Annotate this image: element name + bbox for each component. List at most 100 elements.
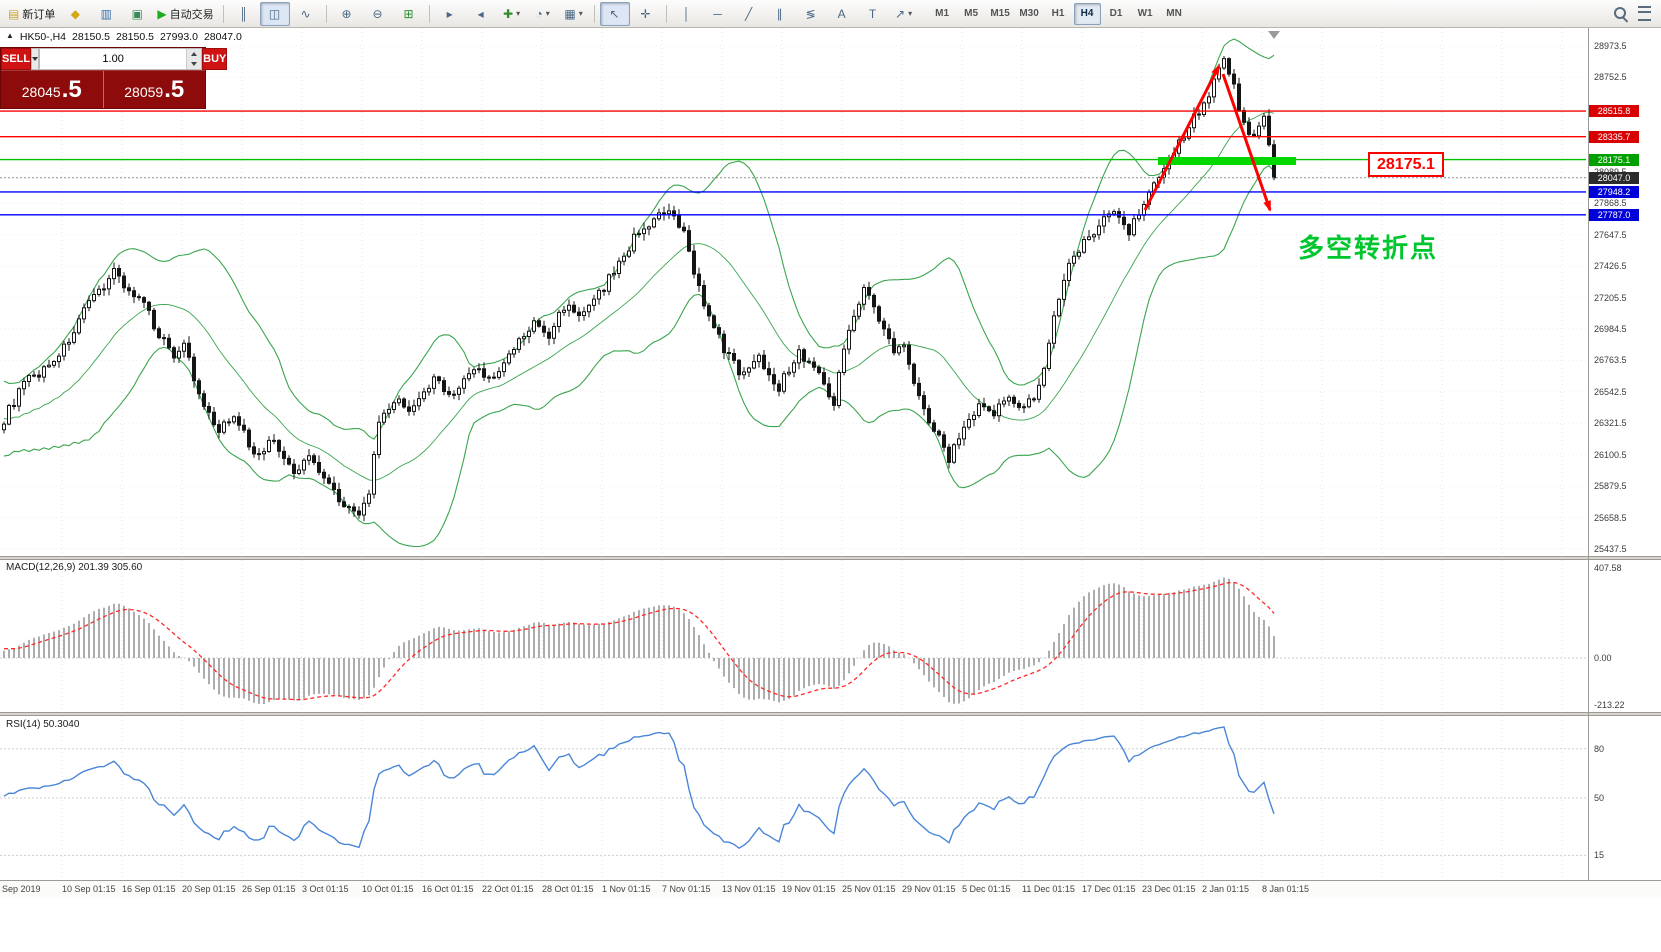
symbol-ohlc-bar: ▲ HK50-,H4 28150.5 28150.5 27993.0 28047… (6, 31, 242, 43)
templates-icon[interactable]: ▦ ▾ (559, 2, 589, 26)
search-icon[interactable] (1614, 6, 1628, 21)
turning-point-text-annotation[interactable]: 多空转折点 (1298, 233, 1439, 263)
cursor-icon[interactable]: ↖ (599, 1, 630, 26)
timeframe-w1-button[interactable]: W1 (1137, 8, 1153, 19)
toolbar-items: ▤ 新订单 ◆ ▥ ▣ ▶ 自动交易 ║ ◫ ∿ ⊕ ⊖ ⊞ ▸ ◂ ✚ ▾ ◔ ▾ ▦ ▾ ↖ ✛ │ ─ ╱ ∥ ≶ A T ↗ ▾ (4, 1, 919, 26)
symbol-marker-icon: ▲ (6, 31, 14, 40)
candles-layer (2, 56, 1276, 522)
chart-shift-icon-glyph: ◂ (477, 6, 484, 21)
price-axis-label: 27647.5 (1594, 229, 1627, 240)
auto-trading-button-label: 自动交易 (169, 8, 214, 21)
sell-price-button[interactable]: 28045 .5 (1, 71, 104, 108)
buy-price-fraction: .5 (164, 76, 185, 103)
timeframe-m30-button[interactable]: M30 (1019, 8, 1039, 19)
rsi-axis-label: 15 (1594, 850, 1605, 861)
auto-trading-button[interactable]: ▶ 自动交易 (153, 2, 217, 26)
ohlc-close: 28047.0 (203, 31, 242, 43)
price-tag: 28047.0 (1589, 171, 1639, 184)
rsi-panel-svg[interactable] (0, 716, 1588, 880)
market-watch-icon-glyph: ▣ (131, 6, 144, 21)
zoom-in-icon-glyph: ⊕ (341, 6, 352, 21)
timeframe-h4-button[interactable]: H4 (1073, 2, 1101, 25)
date-label: 2 Jan 01:15 (1202, 884, 1250, 894)
date-label: 22 Oct 01:15 (482, 884, 534, 894)
timeframe-m1-button[interactable]: M1 (935, 8, 950, 19)
arrows-icon-glyph: ↗ (895, 6, 906, 21)
date-label: 16 Sep 01:15 (122, 884, 176, 894)
cursor-icon-glyph: ↖ (609, 6, 620, 21)
lot-decrease-button[interactable] (187, 59, 202, 69)
print-icon[interactable]: ▥ (91, 2, 121, 26)
main-chart-svg[interactable] (0, 28, 1588, 556)
price-tag: 28515.8 (1589, 105, 1639, 118)
vertical-line-icon[interactable]: │ (672, 2, 702, 26)
line-chart-icon[interactable]: ∿ (291, 2, 321, 26)
chart-shift-icon[interactable]: ◂ (466, 2, 496, 26)
timeframe-d1-button[interactable]: D1 (1109, 8, 1123, 19)
arrows-icon[interactable]: ↗ ▾ (889, 2, 919, 26)
timeframe-m5-button[interactable]: M5 (964, 8, 979, 19)
tile-windows-icon-glyph: ⊞ (403, 6, 414, 21)
lot-increase-button[interactable] (187, 49, 202, 59)
buy-price-main: 28059 (124, 84, 164, 100)
periods-icon[interactable]: ◔ ▾ (528, 2, 558, 26)
timeframe-mn-button[interactable]: MN (1166, 8, 1182, 19)
chevron-down-icon: ▾ (578, 9, 583, 18)
horizontal-line-icon[interactable]: ─ (703, 2, 733, 26)
price-tag: 27787.0 (1589, 208, 1639, 221)
fibonacci-icon[interactable]: ≶ (796, 2, 826, 26)
sell-button[interactable]: SELL (1, 48, 32, 70)
order-type-dropdown[interactable] (31, 48, 40, 70)
buy-price-button[interactable]: 28059 .5 (104, 71, 206, 108)
zoom-in-icon[interactable]: ⊕ (332, 2, 362, 26)
main-toolbar: ▤ 新订单 ◆ ▥ ▣ ▶ 自动交易 ║ ◫ ∿ ⊕ ⊖ ⊞ ▸ ◂ ✚ ▾ ◔ ▾ ▦ ▾ ↖ ✛ │ ─ ╱ ∥ ≶ A T ↗ ▾ M1… (0, 0, 1661, 28)
drawn-annotations[interactable] (1143, 64, 1296, 212)
horizontal-level-lines[interactable] (0, 110, 1586, 216)
menu-icon[interactable] (1638, 6, 1651, 21)
date-label: 16 Oct 01:15 (422, 884, 474, 894)
zoom-out-icon[interactable]: ⊖ (363, 2, 393, 26)
templates-icon-glyph: ▦ (564, 6, 576, 21)
alert-sound-icon[interactable]: ◆ (60, 2, 90, 26)
bar-chart-icon-glyph: ║ (239, 6, 248, 21)
support-bar-annotation (1158, 157, 1296, 165)
date-label: 17 Dec 01:15 (1082, 884, 1136, 894)
channel-icon[interactable]: ∥ (765, 2, 795, 26)
date-label: 10 Sep 01:15 (62, 884, 116, 894)
crosshair-icon-glyph: ✛ (640, 6, 651, 21)
chart-shift-marker-icon[interactable] (1268, 31, 1280, 39)
ohlc-high: 28150.5 (116, 31, 154, 43)
candlestick-chart-icon[interactable]: ◫ (259, 1, 290, 26)
sell-price-main: 28045 (21, 84, 61, 100)
text-icon[interactable]: A (827, 2, 857, 26)
lot-size-input[interactable] (40, 49, 187, 69)
trend-arrow-up (1143, 64, 1221, 211)
one-click-trade-widget: SELL BUY 28045 .5 28059 .5 (0, 47, 228, 109)
panel-splitter-2[interactable] (0, 712, 1661, 716)
timeframe-h1-button[interactable]: H1 (1051, 8, 1065, 19)
rsi-line (3, 726, 1275, 850)
new-order-button[interactable]: ▤ 新订单 (4, 2, 59, 26)
trendline-icon[interactable]: ╱ (734, 2, 764, 26)
date-label: 28 Oct 01:15 (542, 884, 594, 894)
tile-windows-icon[interactable]: ⊞ (394, 2, 424, 26)
price-level-box-annotation[interactable]: 28175.1 (1368, 152, 1444, 177)
chevron-down-icon (191, 62, 198, 66)
toolbar-separator (325, 4, 327, 23)
market-watch-icon[interactable]: ▣ (122, 2, 152, 26)
indicators-icon[interactable]: ✚ ▾ (497, 2, 527, 26)
time-axis[interactable]: Sep 2019 10 Sep 01:15 16 Sep 01:15 20 Sep 0… (0, 880, 1661, 898)
text-label-icon[interactable]: T (858, 2, 888, 26)
buy-button[interactable]: BUY (202, 48, 228, 70)
rsi-axis-label: 80 (1594, 743, 1605, 754)
macd-panel-svg[interactable] (0, 560, 1588, 712)
rsi-label: RSI(14) 50.3040 (6, 719, 80, 730)
panel-splitter[interactable] (0, 556, 1661, 560)
auto-scroll-icon[interactable]: ▸ (435, 2, 465, 26)
price-axis-label: 26984.5 (1594, 323, 1627, 334)
trend-arrow-down (1221, 73, 1272, 212)
crosshair-icon[interactable]: ✛ (631, 2, 661, 26)
bar-chart-icon[interactable]: ║ (229, 2, 259, 26)
timeframe-m15-button[interactable]: M15 (990, 8, 1010, 19)
